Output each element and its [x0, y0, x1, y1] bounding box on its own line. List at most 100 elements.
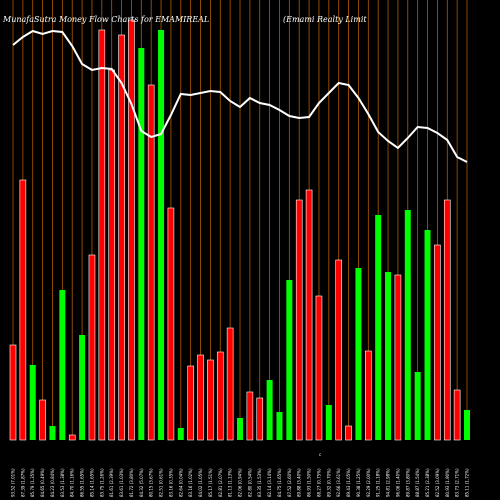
bar [305, 189, 313, 441]
x-tick-label: 83.75 (1.26%) [99, 468, 104, 497]
x-tick-label: 83.35 (1.53%) [257, 468, 262, 497]
bar [79, 335, 86, 440]
x-tick-label: 80.93 (1.90%) [445, 468, 450, 497]
bar [108, 69, 115, 441]
x-tick-label: 83.53 (1.38%) [60, 468, 65, 497]
bars [9, 19, 470, 441]
x-tick-label: 91.25 (1.18%) [376, 468, 381, 497]
bar [286, 280, 293, 440]
x-tick-label: 84.75 (1.65%) [277, 468, 282, 497]
bar [98, 29, 106, 441]
bar [394, 274, 402, 441]
x-tick-label: 84.02 (1.05%) [198, 468, 203, 497]
x-tick-label: 82.51 (0.61%) [159, 468, 164, 497]
x-tick-label: 88.27 (0.75%) [316, 468, 321, 497]
x-tick-label: 92.66 (3.61%) [336, 468, 341, 497]
bar [226, 327, 234, 441]
bar [216, 351, 224, 441]
bar [29, 365, 36, 440]
bar [147, 84, 155, 441]
bar [443, 199, 451, 441]
bar [59, 290, 66, 440]
bar [375, 215, 382, 440]
x-tick-label: 84.23 (0.84%) [50, 468, 55, 497]
x-tick-label: 96.06 (1.40%) [395, 468, 400, 497]
bar [167, 207, 175, 441]
bar [315, 295, 323, 441]
x-tick-label: 89.87 (3.80%) [405, 468, 410, 497]
x-tick-label: 85.79 (1.35%) [30, 468, 35, 497]
bar [19, 179, 27, 441]
x-tick-label: 85.14 (1.65%) [89, 468, 94, 497]
x-tick-label: 89.88 (3.40%) [297, 468, 302, 497]
x-tick-label: 88.87 (1.54%) [415, 468, 420, 497]
x-tick-label: 83.73 (2.71%) [455, 468, 460, 497]
bar [424, 230, 431, 440]
x-tick-label: 85.17 (1.51%) [208, 468, 213, 497]
bar [197, 354, 204, 441]
bar [295, 199, 303, 441]
bar [266, 380, 273, 440]
bar [49, 426, 56, 440]
x-tick-label: 85.11 (1.72%) [465, 468, 470, 497]
bar [355, 268, 362, 440]
bar [187, 365, 194, 441]
bar [39, 399, 46, 441]
x-tick-label: 84.32 (5.07%) [139, 468, 144, 497]
bar [404, 210, 411, 440]
bar [177, 428, 184, 440]
x-tick-label: 81.72 (3.80%) [129, 468, 134, 497]
x-tick-label: 94.81 (2.98%) [386, 468, 391, 497]
x-tick-label: 82.80 (0.54%) [247, 468, 252, 497]
chart-subtitle: (Emami Realty Limit [283, 15, 367, 24]
x-tick-label: 81.61 (2.39%) [109, 468, 114, 497]
x-tick-label: 82.14 (3.14%) [267, 468, 272, 497]
x-tick-label: 84.65 (0.49%) [40, 468, 45, 497]
x-tick-label: 87.52 (2.60%) [287, 468, 292, 497]
x-tick-label: 82.06 (0.94%) [238, 468, 243, 497]
bar [385, 272, 392, 440]
x-tick-label: 83.16 (1.02%) [188, 468, 193, 497]
bar [9, 344, 17, 441]
x-tick-label: 81.13 (1.13%) [228, 468, 233, 497]
bar [237, 418, 243, 440]
bar [453, 389, 461, 441]
x-tick-label: 90.38 (1.25%) [356, 468, 361, 497]
x-tick-label: 87.39 (1.87%) [20, 468, 25, 497]
x-tick-label: 86.93 (1.50%) [307, 468, 312, 497]
bar [88, 254, 96, 441]
x-tick-label: 89.43 (1.05%) [346, 468, 351, 497]
bar [365, 350, 372, 441]
bar [335, 259, 342, 441]
bar [434, 244, 441, 441]
bar [128, 19, 135, 441]
x-tick-label: 93.52 (7.01%) [11, 468, 16, 497]
bar [158, 30, 165, 440]
chart-footnote: c [319, 452, 321, 457]
x-tick-label: 83.61 (1.03%) [119, 468, 124, 497]
bar [207, 359, 214, 441]
bar [345, 425, 352, 441]
x-tick-label: 86.55 (1.65%) [80, 468, 85, 497]
chart-title: MunafaSutra Money Flow Charts for EMAMIR… [2, 15, 209, 24]
trend-line [12, 29, 468, 163]
bar [414, 372, 421, 440]
bar [246, 391, 254, 441]
bar [325, 405, 332, 440]
x-tick-label: 89.32 (0.70%) [326, 468, 331, 497]
bar [118, 34, 125, 441]
x-tick-label: 83.16 (0.35%) [168, 468, 173, 497]
x-tick-label: 84.70 (1.16%) [70, 468, 75, 497]
x-tick-label: 80.15 (3.67%) [149, 468, 154, 497]
x-tick-label: 82.52 (3.09%) [435, 468, 440, 497]
bar [138, 48, 145, 440]
bar [276, 412, 283, 440]
bar [256, 397, 264, 441]
x-tick-label: 82.64 (0.04%) [178, 468, 183, 497]
x-tick-labels: 93.52 (7.01%) 87.39 (1.87%) 85.79 (1.35%) 8… [11, 468, 470, 497]
x-tick-label: 82.81 (2.07%) [218, 468, 223, 497]
x-tick-label: 85.21 (2.38%) [425, 468, 430, 497]
bar [68, 434, 76, 441]
x-tick-label: 92.29 (2.00%) [366, 468, 371, 497]
